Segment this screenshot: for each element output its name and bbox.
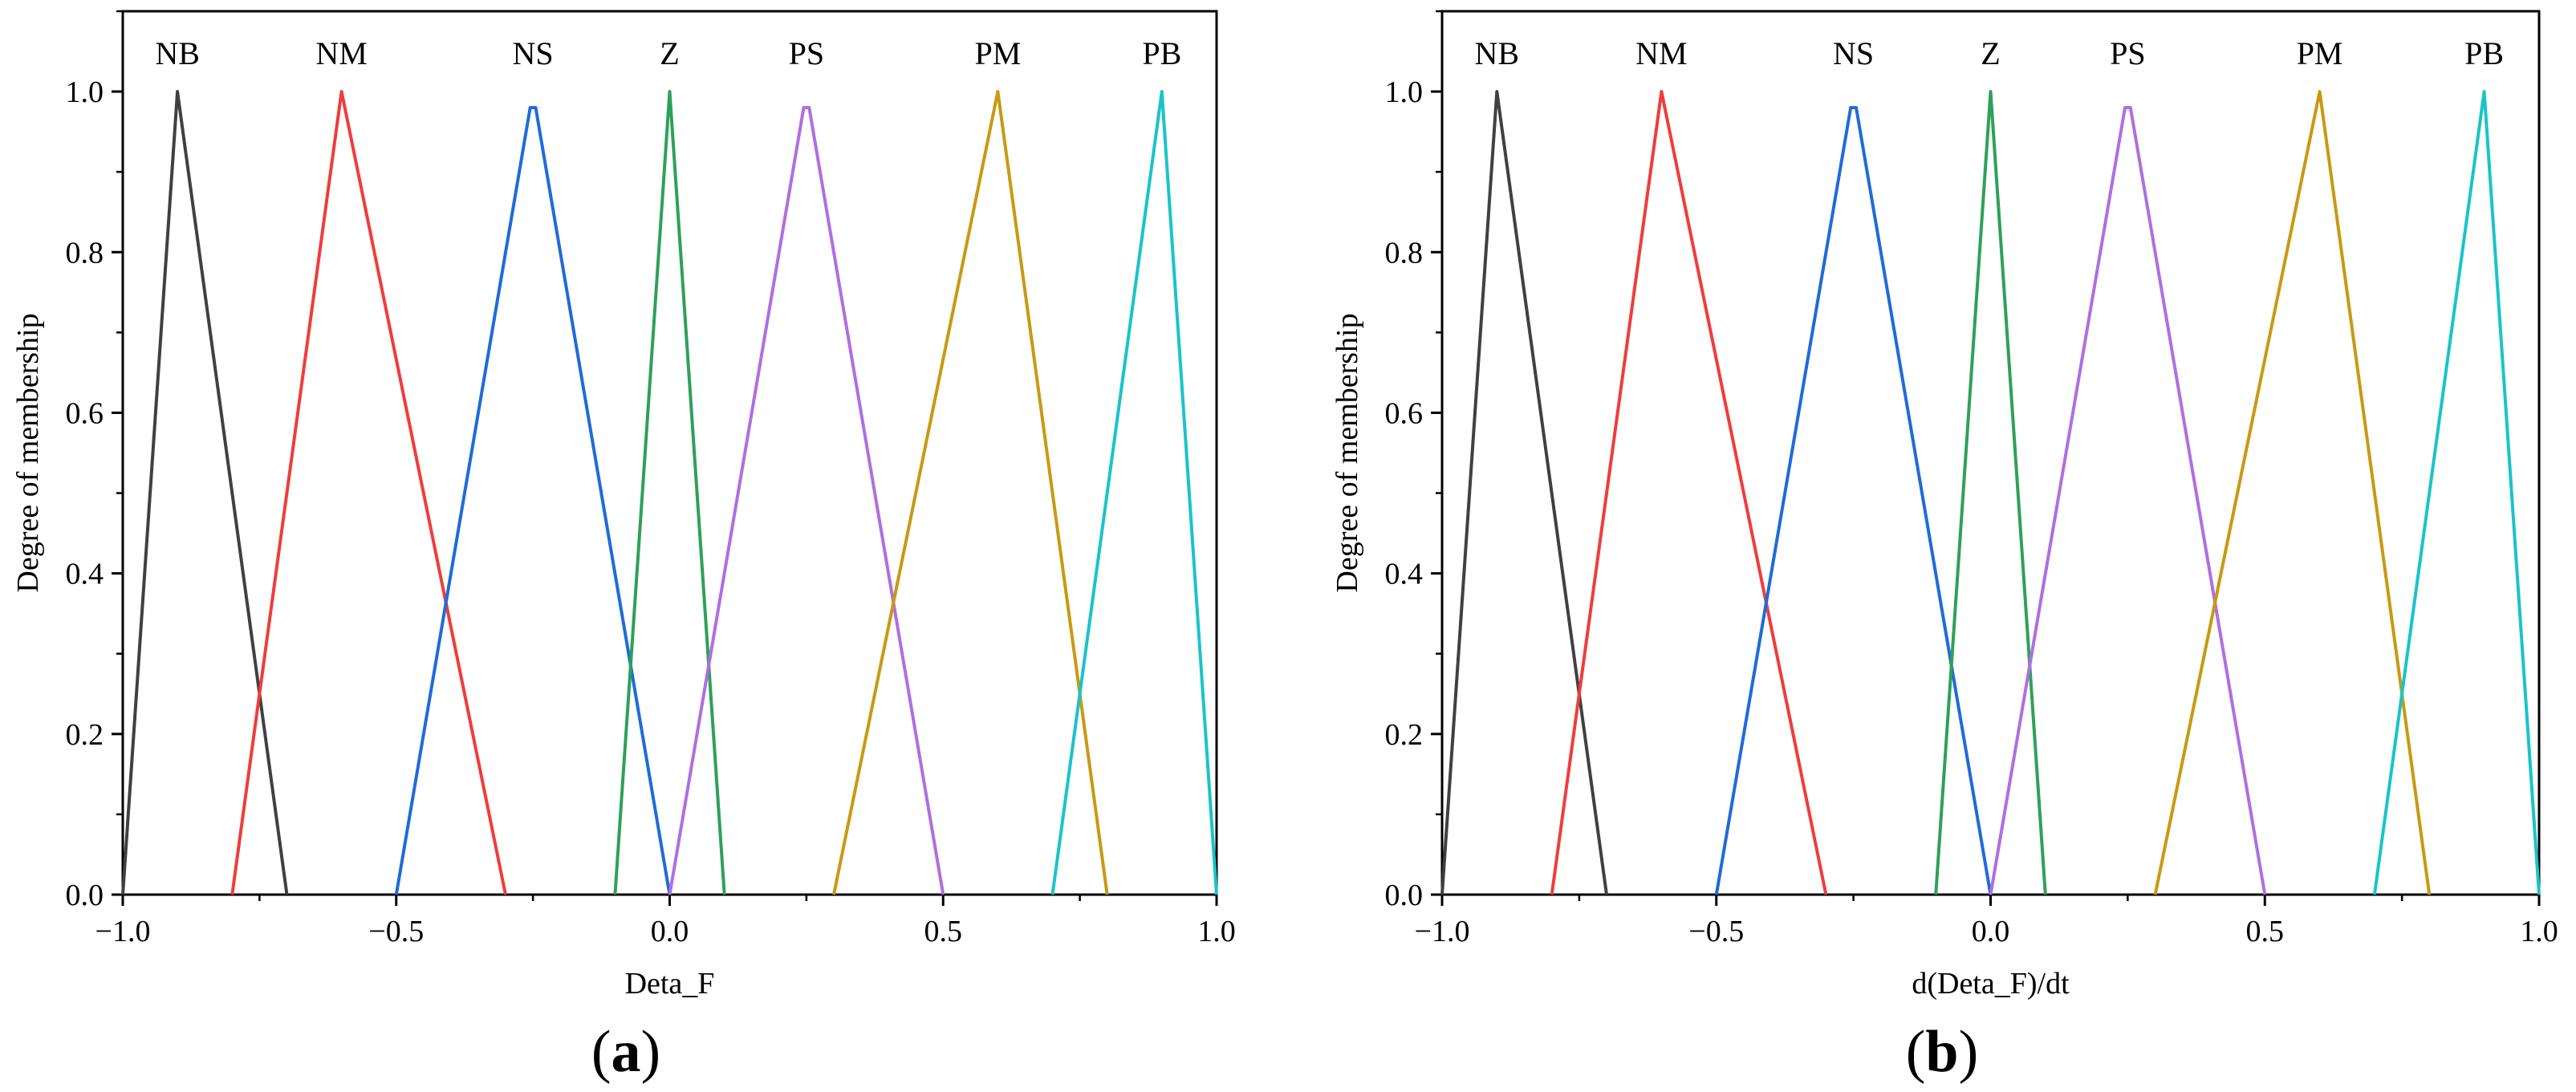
membership-label-nm: NM <box>1635 35 1687 71</box>
membership-label-z: Z <box>1981 35 2000 71</box>
x-axis-label: d(Deta_F)/dt <box>1912 967 2070 1001</box>
membership-label-ns: NS <box>1833 35 1874 71</box>
plot-frame <box>121 10 1218 896</box>
x-tick-label: 1.0 <box>2520 915 2558 948</box>
y-tick-label: 0.4 <box>66 558 104 591</box>
membership-label-ps: PS <box>789 35 825 71</box>
panel-label-open: ( <box>591 1019 611 1085</box>
membership-label-pm: PM <box>974 35 1021 71</box>
y-tick-label: 0.0 <box>1385 879 1424 912</box>
y-tick-label: 1.0 <box>66 75 104 109</box>
series-line-nb <box>1440 90 1608 895</box>
y-tick-label: 0.6 <box>66 396 104 430</box>
membership-label-nb: NB <box>1475 35 1520 71</box>
series-line-z <box>613 90 726 895</box>
membership-label-nb: NB <box>155 35 200 71</box>
series-line-pb <box>1050 90 1218 895</box>
panel-label-letter: b <box>1925 1019 1958 1085</box>
y-tick-label: 0.8 <box>1385 236 1424 270</box>
series-line-ps <box>668 106 945 895</box>
panel-label-open: ( <box>1906 1019 1926 1085</box>
x-tick-label: −1.0 <box>1415 915 1470 948</box>
x-tick-label: 0.5 <box>2246 915 2285 948</box>
series-line-pm <box>2153 90 2432 895</box>
panel-label-letter: a <box>611 1019 641 1085</box>
membership-label-pb: PB <box>1142 35 1181 71</box>
membership-label-ns: NS <box>513 35 554 71</box>
y-tick-label: 1.0 <box>1385 75 1424 109</box>
x-tick-label: −0.5 <box>368 915 424 948</box>
y-tick-label: 0.4 <box>1385 558 1424 591</box>
panel-label: (b) <box>1906 1019 1978 1085</box>
plot-frame <box>1440 10 2541 896</box>
y-axis-label: Degree of membership <box>11 313 45 592</box>
series-line-nb <box>121 90 289 895</box>
x-axis-label: Deta_F <box>625 967 715 1001</box>
y-axis-label: Degree of membership <box>1331 313 1364 592</box>
panel-label-close: ) <box>1959 1019 1979 1085</box>
x-tick-label: −0.5 <box>1688 915 1744 948</box>
y-tick-label: 0.8 <box>66 236 104 270</box>
y-tick-label: 0.2 <box>1385 718 1424 752</box>
membership-label-ps: PS <box>2110 35 2146 71</box>
y-tick-label: 0.6 <box>1385 396 1424 430</box>
x-tick-label: 0.5 <box>924 915 963 948</box>
x-tick-label: 0.0 <box>1972 915 2010 948</box>
chart-panel-b: −1.0 −0.5 0.0 0.5 1.0 0.0 0.2 0.4 0.6 0.8 1.0 d(Det… <box>1331 10 2558 1085</box>
series-line-pm <box>832 90 1109 895</box>
series-line-ns <box>394 106 672 895</box>
x-tick-label: 1.0 <box>1197 915 1236 948</box>
y-tick-label: 0.2 <box>66 718 104 752</box>
chart-panel-a: −1.0 −0.5 0.0 0.5 1.0 0.0 0.2 0.4 0.6 0.8 1.0 Deta_… <box>11 10 1236 1085</box>
membership-label-pm: PM <box>2297 35 2343 71</box>
x-tick-label: −1.0 <box>95 915 151 948</box>
panel-label-close: ) <box>641 1019 661 1085</box>
membership-label-z: Z <box>660 35 679 71</box>
series-line-nm <box>230 90 507 895</box>
membership-label-pb: PB <box>2464 35 2504 71</box>
x-tick-label: 0.0 <box>651 915 689 948</box>
series-line-z <box>1934 90 2047 895</box>
y-tick-label: 0.0 <box>66 879 104 912</box>
series-line-pb <box>2372 90 2541 895</box>
panel-label: (a) <box>591 1019 660 1085</box>
series-line-nm <box>1550 90 1828 895</box>
membership-label-nm: NM <box>315 35 367 71</box>
series-line-ps <box>1989 106 2267 895</box>
series-line-ns <box>1714 106 1993 895</box>
